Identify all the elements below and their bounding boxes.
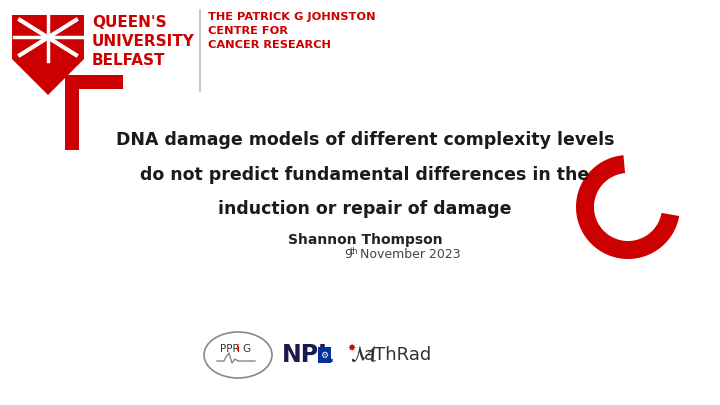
Text: induction or repair of damage: induction or repair of damage <box>218 200 512 218</box>
Bar <box>65 75 79 150</box>
Text: aThRad: aThRad <box>364 346 432 364</box>
Text: do not predict fundamental differences in the: do not predict fundamental differences i… <box>140 166 590 184</box>
Text: $\mathcal{M}$: $\mathcal{M}$ <box>350 345 377 365</box>
Text: QUEEN'S
UNIVERSITY
BELFAST: QUEEN'S UNIVERSITY BELFAST <box>92 15 195 68</box>
Text: th: th <box>350 247 359 256</box>
Text: THE PATRICK G JOHNSTON
CENTRE FOR
CANCER RESEARCH: THE PATRICK G JOHNSTON CENTRE FOR CANCER… <box>208 12 376 50</box>
Text: DNA damage models of different complexity levels: DNA damage models of different complexit… <box>116 131 614 149</box>
Text: G: G <box>242 344 250 354</box>
Text: i: i <box>237 344 240 354</box>
Bar <box>318 347 331 363</box>
Text: November 2023: November 2023 <box>356 249 461 262</box>
Text: ⚙: ⚙ <box>320 350 328 360</box>
Text: ✸: ✸ <box>348 343 356 353</box>
Text: 9: 9 <box>344 249 352 262</box>
Bar <box>65 75 123 89</box>
Text: PPR: PPR <box>220 344 240 354</box>
Text: NPL: NPL <box>282 343 334 367</box>
Polygon shape <box>576 155 679 259</box>
Polygon shape <box>12 15 84 95</box>
Text: Shannon Thompson: Shannon Thompson <box>288 233 442 247</box>
